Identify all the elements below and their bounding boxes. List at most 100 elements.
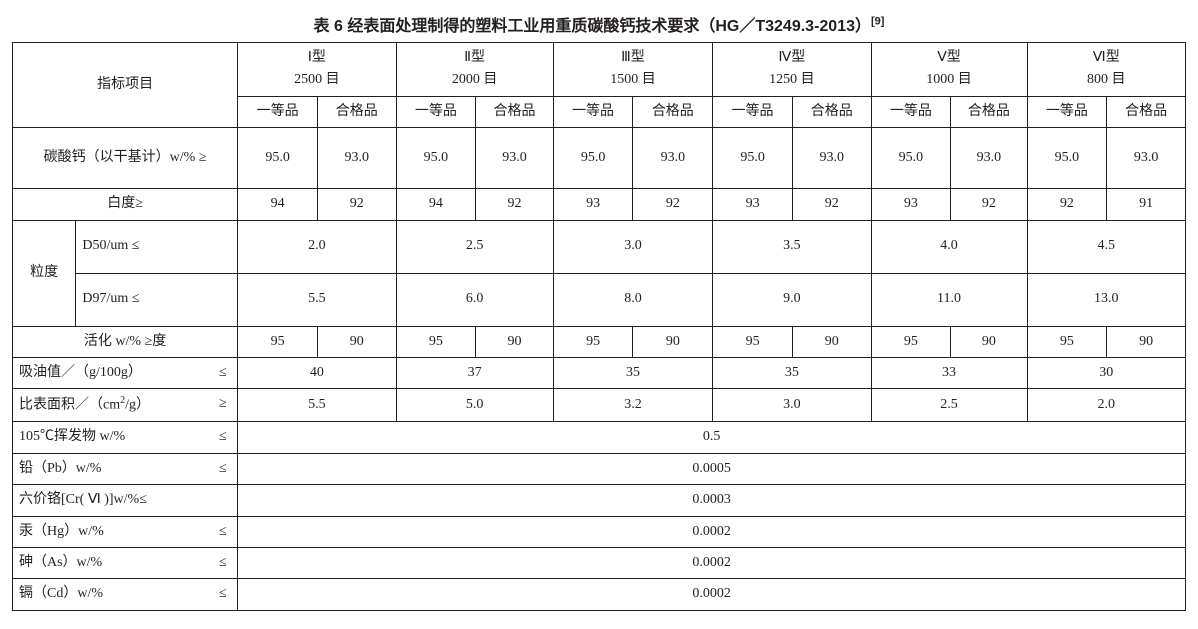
caption-std: 3249.3-2013 — [765, 18, 855, 35]
cell: 95.0 — [238, 128, 318, 189]
col-first: 一等品 — [238, 96, 318, 127]
cell: 93.0 — [792, 128, 871, 189]
col-type: Ⅱ型2000 目 — [396, 43, 553, 97]
cell: 3.2 — [553, 389, 713, 422]
cell: 5.5 — [238, 273, 396, 326]
table-row: 白度≥ 94 92 94 92 93 92 93 92 93 92 92 91 — [13, 189, 1186, 220]
table-row: 碳酸钙（以干基计）w/% ≥ 95.0 93.0 95.0 93.0 95.0 … — [13, 128, 1186, 189]
table-row: 比表面积／（cm2/g） ≥ 5.5 5.0 3.2 3.0 2.5 2.0 — [13, 389, 1186, 422]
cell: 95 — [238, 326, 318, 357]
cell: 0.0002 — [238, 516, 1186, 547]
table-row: 砷（As）w/% ≤ 0.0002 — [13, 547, 1186, 578]
caption-suffix: ） — [855, 18, 871, 35]
cell: 0.0002 — [238, 579, 1186, 610]
row-label-ssa: 比表面积／（cm2/g） ≥ — [13, 389, 238, 422]
row-label-oil: 吸油值／（g/100g） ≤ — [13, 357, 238, 388]
cell: 91 — [1107, 189, 1186, 220]
table-row: 铅（Pb）w/% ≤ 0.0005 — [13, 453, 1186, 484]
cell: 93.0 — [317, 128, 396, 189]
cell: 9.0 — [713, 273, 871, 326]
table-row: 指标项目 Ⅰ型2500 目 Ⅱ型2000 目 Ⅲ型1500 目 Ⅳ型1250 目… — [13, 43, 1186, 97]
col-first: 一等品 — [396, 96, 476, 127]
col-type: Ⅵ型800 目 — [1027, 43, 1186, 97]
row-label-as: 砷（As）w/% ≤ — [13, 547, 238, 578]
cell: 95 — [553, 326, 633, 357]
cell: 93 — [553, 189, 633, 220]
table-row: 汞（Hg）w/% ≤ 0.0002 — [13, 516, 1186, 547]
col-quali: 合格品 — [476, 96, 553, 127]
cell: 93 — [713, 189, 793, 220]
cell: 6.0 — [396, 273, 553, 326]
cell: 93.0 — [951, 128, 1027, 189]
col-first: 一等品 — [1027, 96, 1107, 127]
cell: 2.0 — [1027, 389, 1186, 422]
col-indicator: 指标项目 — [13, 43, 238, 128]
cell: 95 — [1027, 326, 1107, 357]
col-type: Ⅰ型2500 目 — [238, 43, 396, 97]
cell: 92 — [633, 189, 713, 220]
row-label-volatile: 105℃挥发物 w/% ≤ — [13, 422, 238, 453]
cell: 92 — [1027, 189, 1107, 220]
cell: 95.0 — [871, 128, 951, 189]
cell: 95.0 — [553, 128, 633, 189]
row-label-caco3: 碳酸钙（以干基计）w/% ≥ — [13, 128, 238, 189]
col-type: Ⅴ型1000 目 — [871, 43, 1027, 97]
col-type: Ⅲ型1500 目 — [553, 43, 713, 97]
row-label-cd: 镉（Cd）w/% ≤ — [13, 579, 238, 610]
cell: 95.0 — [713, 128, 793, 189]
cell: 95 — [396, 326, 476, 357]
cell: 92 — [951, 189, 1027, 220]
cell: 4.5 — [1027, 220, 1186, 273]
cell: 93.0 — [633, 128, 713, 189]
cell: 35 — [713, 357, 871, 388]
caption-ref: [9] — [871, 16, 884, 28]
cell: 5.0 — [396, 389, 553, 422]
cell: 92 — [317, 189, 396, 220]
row-label-pb: 铅（Pb）w/% ≤ — [13, 453, 238, 484]
col-type: Ⅳ型1250 目 — [713, 43, 871, 97]
row-label-d97: D97/um ≤ — [76, 273, 238, 326]
cell: 94 — [396, 189, 476, 220]
cell: 90 — [476, 326, 553, 357]
cell: 95 — [871, 326, 951, 357]
row-label-activation: 活化 w/% ≥度 — [13, 326, 238, 357]
cell: 13.0 — [1027, 273, 1186, 326]
table-row: 活化 w/% ≥度 95 90 95 90 95 90 95 90 95 90 … — [13, 326, 1186, 357]
table-row: D97/um ≤ 5.5 6.0 8.0 9.0 11.0 13.0 — [13, 273, 1186, 326]
table-row: 六价铬[Cr( Ⅵ )]w/%≤ 0.0003 — [13, 485, 1186, 516]
cell: 95.0 — [396, 128, 476, 189]
cell: 94 — [238, 189, 318, 220]
table-row: 吸油值／（g/100g） ≤ 40 37 35 35 33 30 — [13, 357, 1186, 388]
cell: 3.0 — [553, 220, 713, 273]
cell: 5.5 — [238, 389, 396, 422]
row-label-particle: 粒度 — [13, 220, 76, 326]
cell: 0.0002 — [238, 547, 1186, 578]
cell: 11.0 — [871, 273, 1027, 326]
row-label-cr: 六价铬[Cr( Ⅵ )]w/%≤ — [13, 485, 238, 516]
cell: 0.0003 — [238, 485, 1186, 516]
col-quali: 合格品 — [1107, 96, 1186, 127]
table-caption: 表 6 经表面处理制得的塑料工业用重质碳酸钙技术要求（HG／T3249.3-20… — [12, 12, 1186, 36]
cell: 2.0 — [238, 220, 396, 273]
cell: 8.0 — [553, 273, 713, 326]
cell: 90 — [1107, 326, 1186, 357]
cell: 92 — [792, 189, 871, 220]
cell: 0.0005 — [238, 453, 1186, 484]
cell: 2.5 — [871, 389, 1027, 422]
cell: 95.0 — [1027, 128, 1107, 189]
col-quali: 合格品 — [792, 96, 871, 127]
row-label-hg: 汞（Hg）w/% ≤ — [13, 516, 238, 547]
table-row: 镉（Cd）w/% ≤ 0.0002 — [13, 579, 1186, 610]
col-quali: 合格品 — [951, 96, 1027, 127]
cell: 90 — [317, 326, 396, 357]
cell: 40 — [238, 357, 396, 388]
cell: 90 — [951, 326, 1027, 357]
cell: 93.0 — [1107, 128, 1186, 189]
cell: 35 — [553, 357, 713, 388]
cell: 3.0 — [713, 389, 871, 422]
table-row: 粒度 D50/um ≤ 2.0 2.5 3.0 3.5 4.0 4.5 — [13, 220, 1186, 273]
cell: 4.0 — [871, 220, 1027, 273]
cell: 33 — [871, 357, 1027, 388]
cell: 90 — [792, 326, 871, 357]
cell: 93 — [871, 189, 951, 220]
